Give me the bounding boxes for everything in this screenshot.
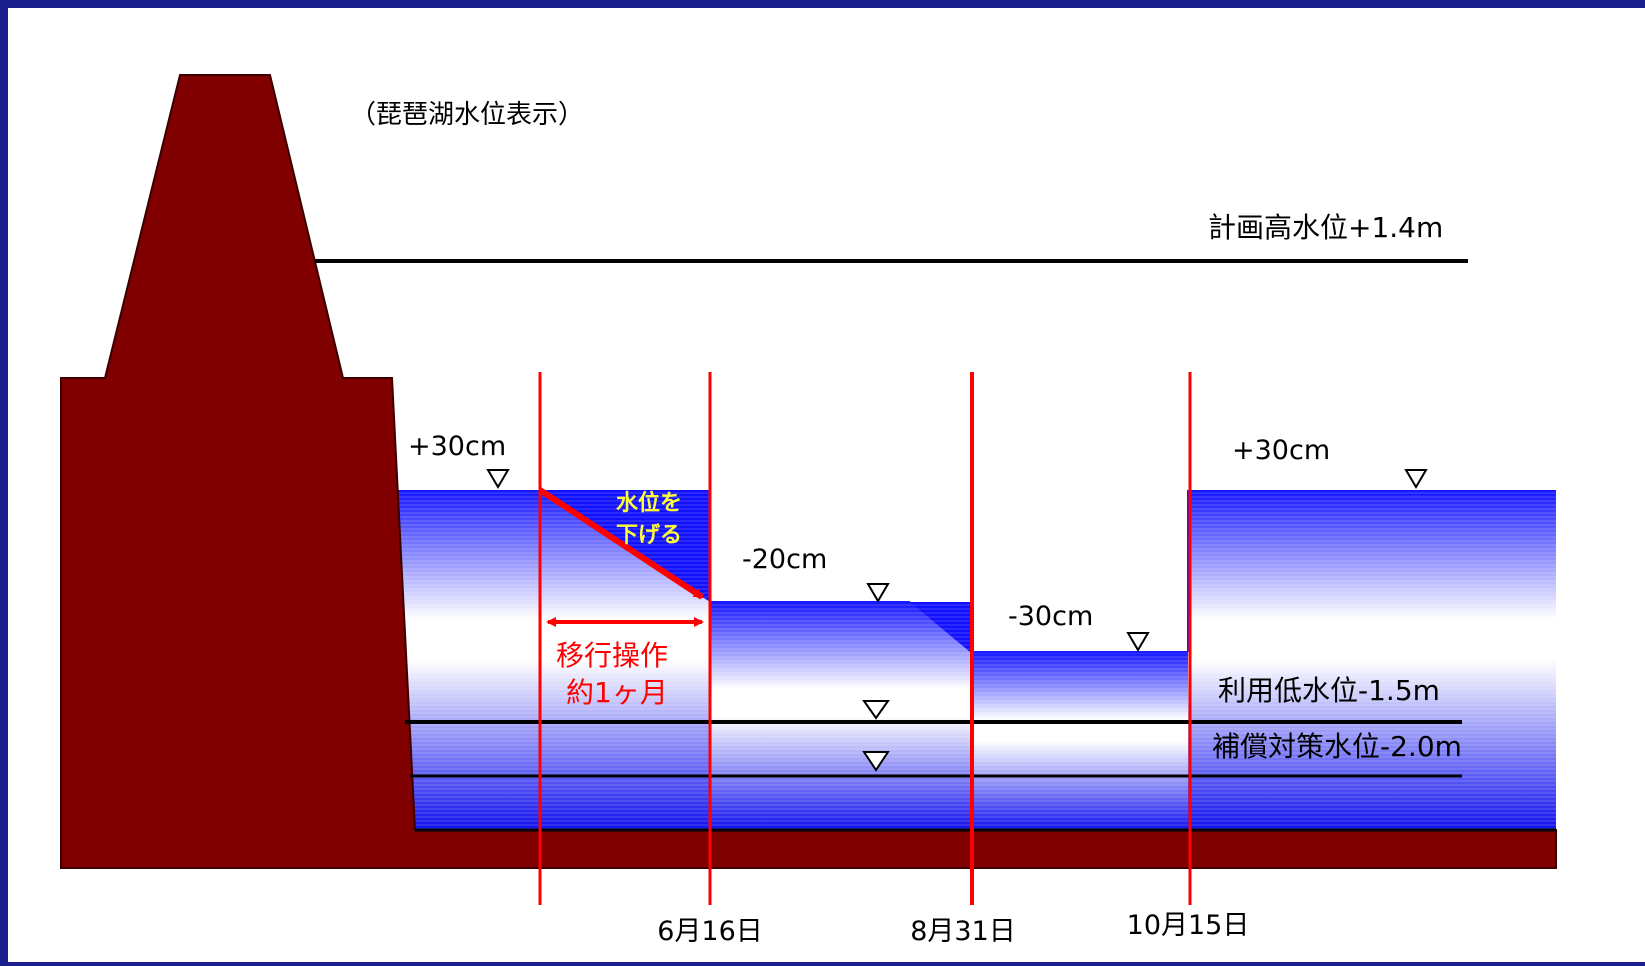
compensation-water-label: 補償対策水位-2.0m [1212,730,1462,763]
level-marker-icon [866,583,890,603]
date-label-aug31: 8月31日 [910,916,1016,947]
stage-label-minus20: -20cm [742,544,827,575]
plan-high-water-label: 計画高水位+1.4m [1208,211,1443,244]
level-marker-icon [862,700,890,720]
level-marker-icon [1404,469,1428,489]
level-marker-icon [862,751,890,772]
lower-level-text-line1: 水位を [616,490,682,516]
lowering-arrow [538,487,704,600]
level-marker-icon [486,469,510,489]
date-label-oct15: 10月15日 [1127,910,1250,941]
dam-structure [60,74,1557,869]
caption: （琵琶湖水位表示） [350,100,584,130]
stage-label-plus30-left: +30cm [408,431,506,462]
stage-label-minus30: -30cm [1008,601,1093,632]
transition-text-line2: 約1ヶ月 [566,676,668,709]
date-label-jun16: 6月16日 [657,916,763,947]
level-marker-icon [1126,632,1150,652]
water-level-markers [486,469,1428,772]
stage-label-plus30-right: +30cm [1232,435,1330,466]
transition-text-line1: 移行操作 [556,639,668,672]
use-low-water-label: 利用低水位-1.5m [1218,674,1440,707]
lower-level-text-line2: 下げる [616,523,682,548]
